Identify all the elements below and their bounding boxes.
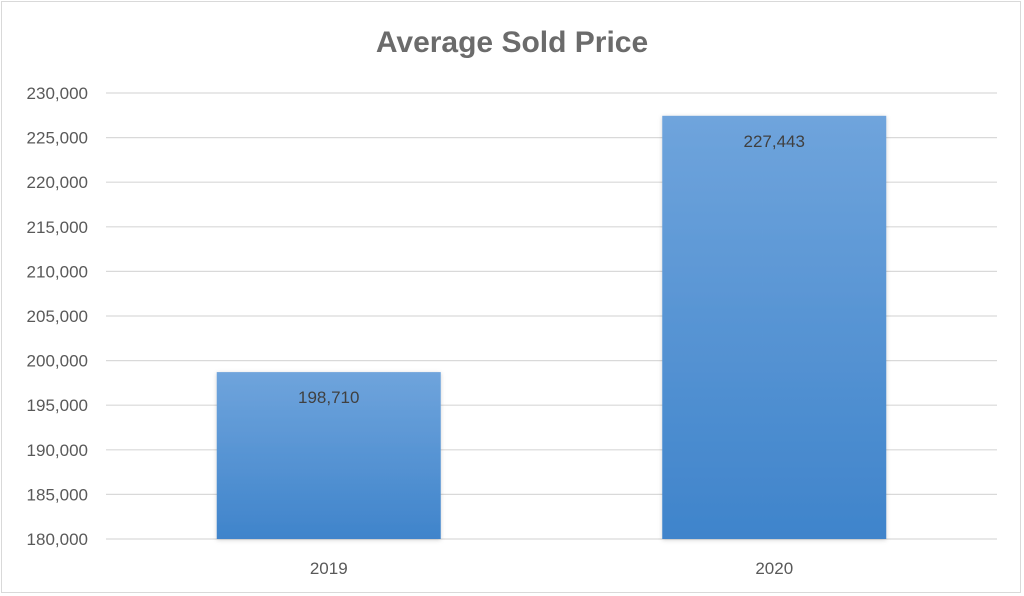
y-tick-label: 190,000	[27, 441, 88, 460]
y-tick-label: 215,000	[27, 218, 88, 237]
y-tick-label: 200,000	[27, 352, 88, 371]
y-axis-tick-labels: 180,000 185,000 190,000 195,000 200,000 205,0…	[27, 84, 88, 549]
x-axis-tick-labels: 2019 2020	[310, 559, 793, 578]
y-tick-label: 195,000	[27, 396, 88, 415]
data-label-2020: 227,443	[744, 132, 805, 151]
y-tick-label: 230,000	[27, 84, 88, 103]
bars: 198,710 227,443	[216, 115, 887, 539]
y-tick-label: 210,000	[27, 262, 88, 281]
chart-title: Average Sold Price	[376, 26, 648, 59]
bar-2020	[662, 115, 887, 539]
y-tick-label: 205,000	[27, 307, 88, 326]
y-tick-label: 185,000	[27, 485, 88, 504]
data-label-2019: 198,710	[298, 388, 359, 407]
y-tick-label: 225,000	[27, 129, 88, 148]
x-tick-label: 2019	[310, 559, 348, 578]
y-tick-label: 220,000	[27, 173, 88, 192]
x-tick-label: 2020	[755, 559, 793, 578]
bar-2019	[216, 372, 441, 539]
y-tick-label: 180,000	[27, 530, 88, 549]
